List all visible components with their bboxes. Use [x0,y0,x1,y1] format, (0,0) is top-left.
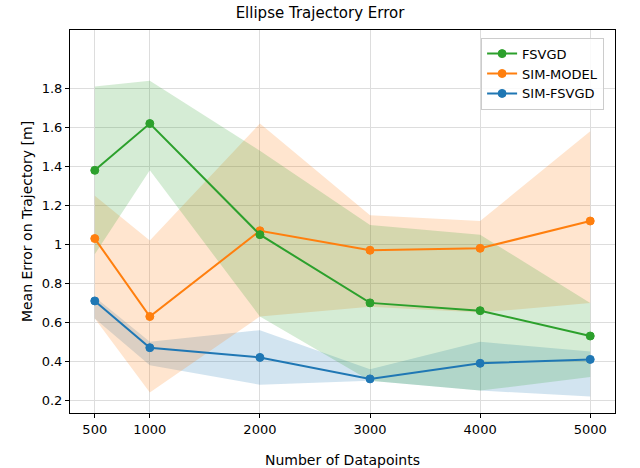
svg-text:0.8: 0.8 [42,276,63,291]
svg-text:Ellipse Trajectory Error: Ellipse Trajectory Error [236,4,406,22]
svg-text:1: 1 [54,237,62,252]
svg-text:SIM-MODEL: SIM-MODEL [522,67,598,82]
svg-text:500: 500 [82,422,107,437]
svg-text:2000: 2000 [243,422,276,437]
svg-text:1.2: 1.2 [42,198,63,213]
svg-text:5000: 5000 [574,422,607,437]
svg-text:1.6: 1.6 [42,120,63,135]
svg-text:4000: 4000 [464,422,497,437]
svg-text:0.4: 0.4 [42,354,63,369]
svg-text:Mean Error on Trajectory [m]: Mean Error on Trajectory [m] [19,121,35,322]
svg-text:Number of Datapoints: Number of Datapoints [265,452,420,468]
svg-text:1.8: 1.8 [42,81,63,96]
svg-text:1.4: 1.4 [42,159,63,174]
svg-text:3000: 3000 [353,422,386,437]
svg-text:FSVGD: FSVGD [522,47,566,62]
svg-text:1000: 1000 [133,422,166,437]
svg-text:0.2: 0.2 [42,393,63,408]
svg-text:SIM-FSVGD: SIM-FSVGD [522,86,594,101]
svg-text:0.6: 0.6 [42,315,63,330]
